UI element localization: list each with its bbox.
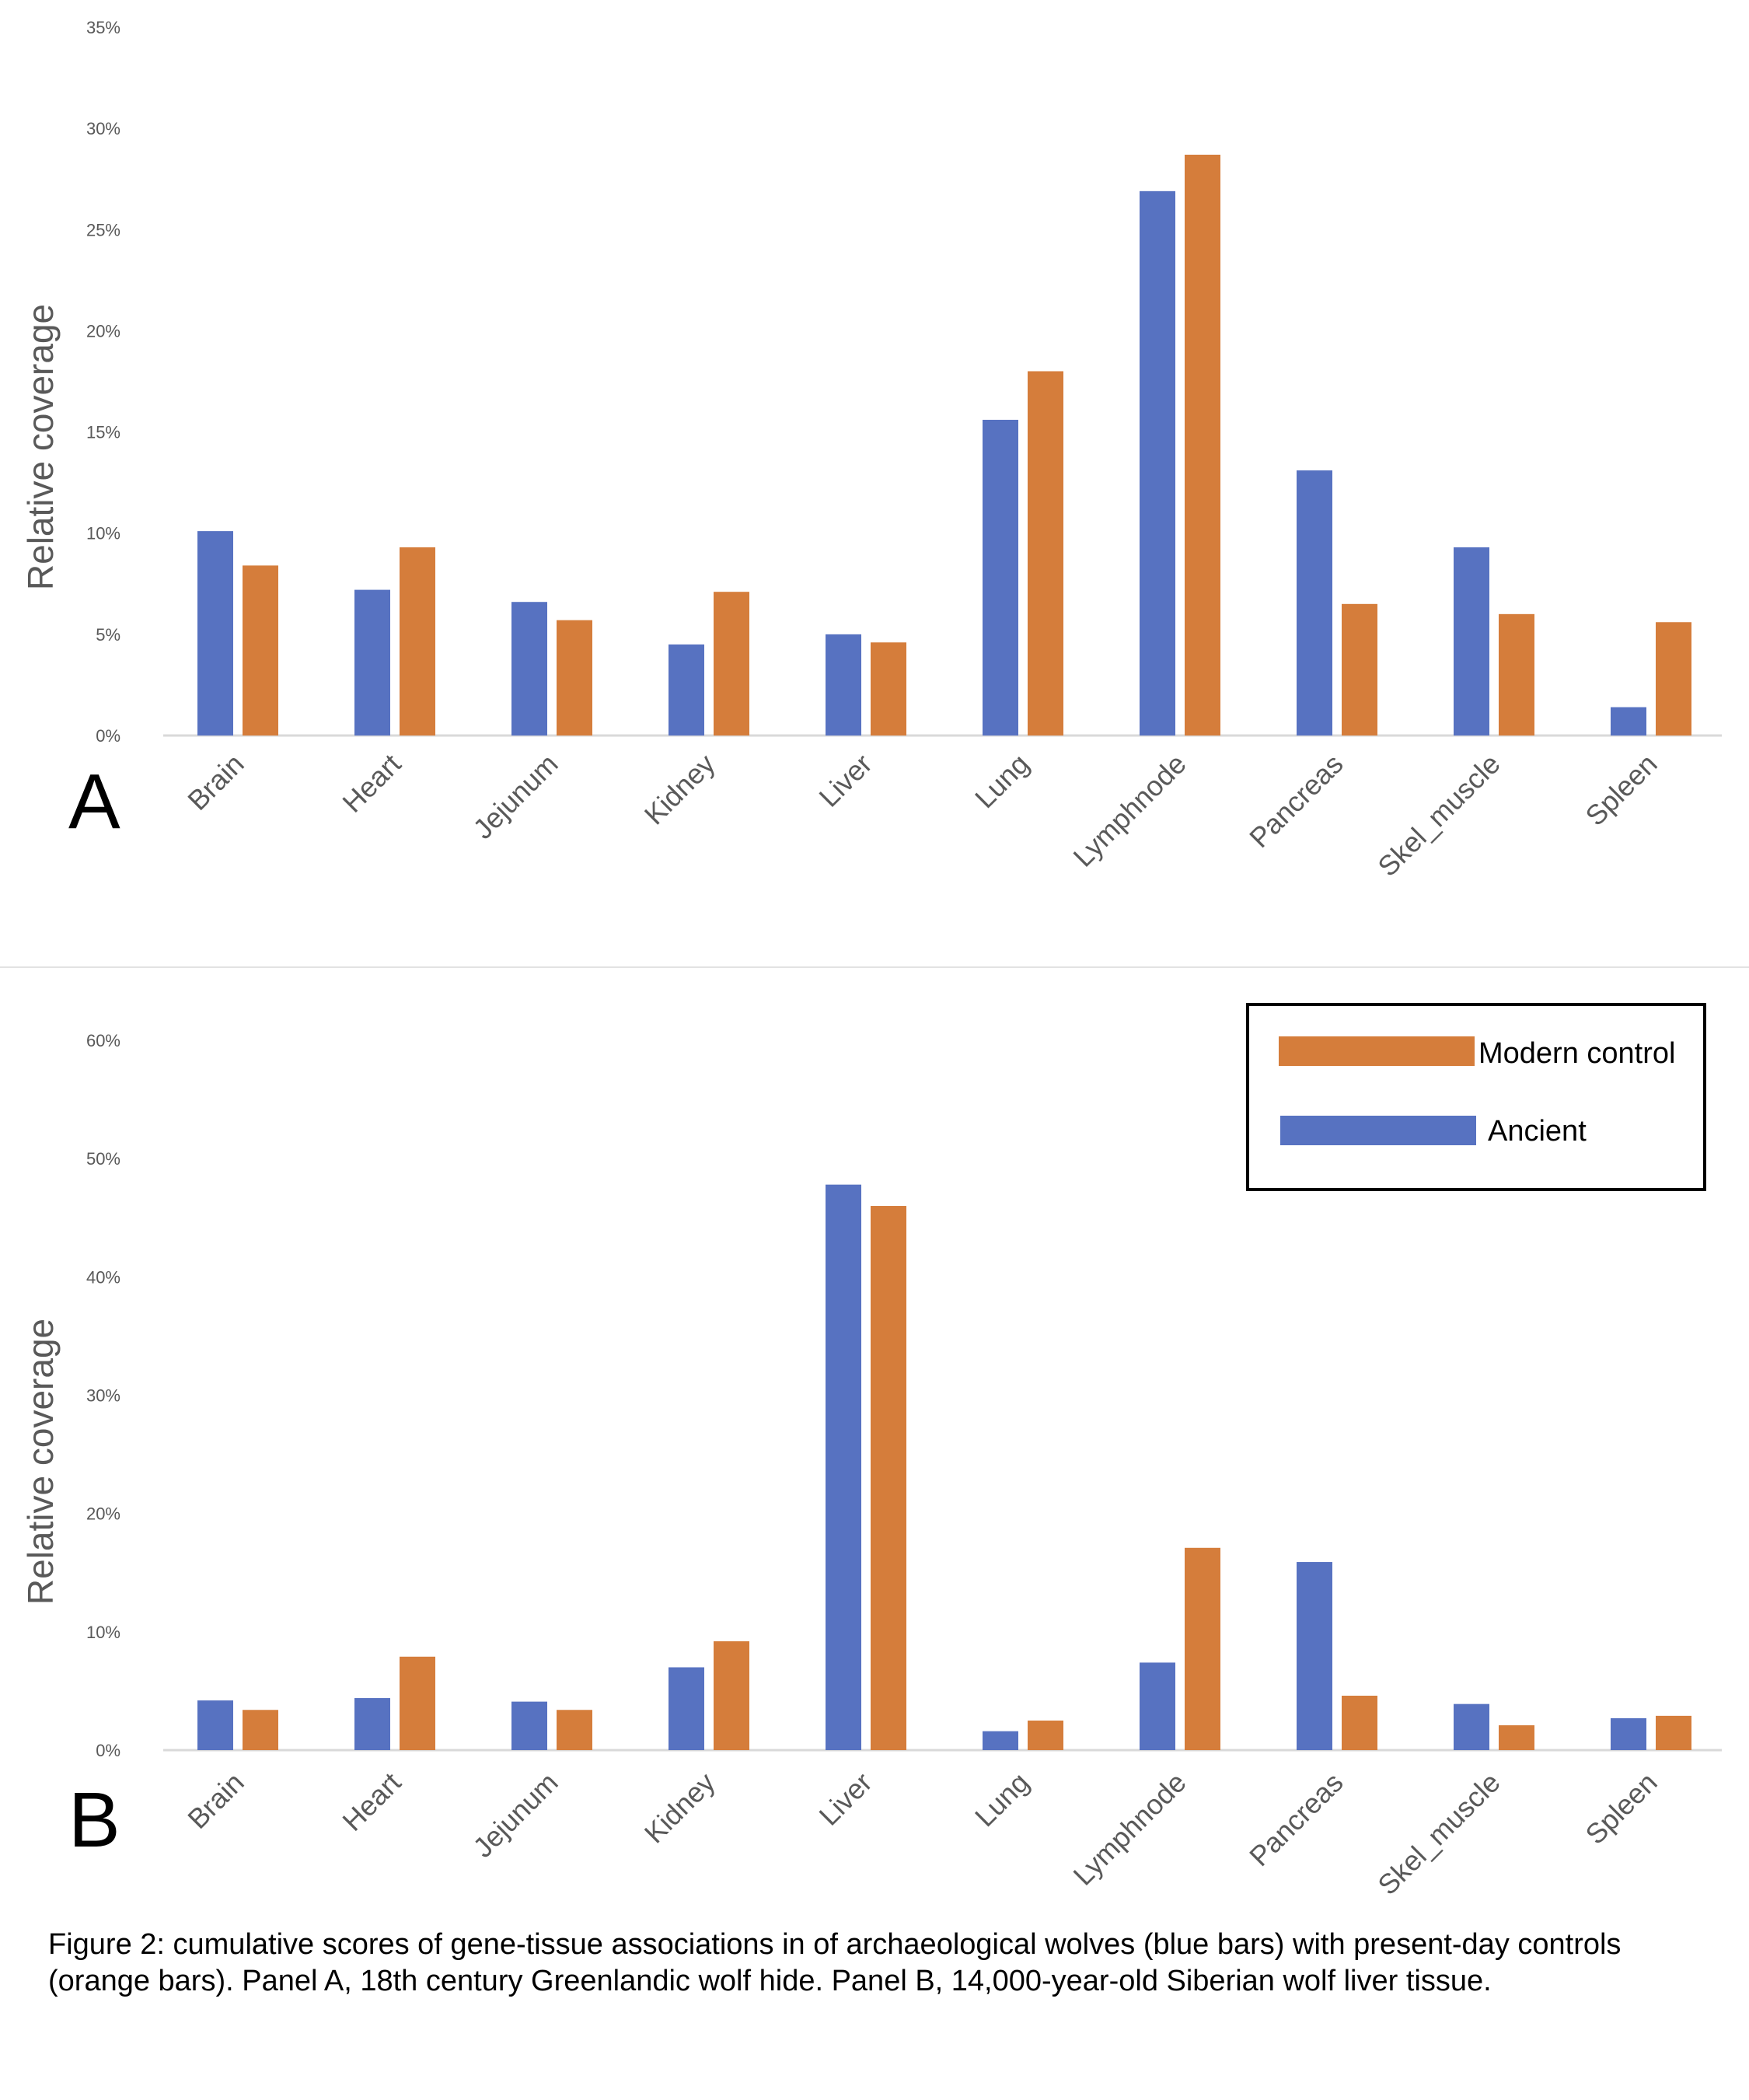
y-tick-label: 20%	[86, 1504, 120, 1524]
bar-ancient-heart	[354, 1698, 390, 1750]
panel-b: Relative coverage 0% 10% 20% 30% 40% 50% 60% Bra…	[0, 972, 1749, 1905]
bar-ancient-pancreas	[1297, 470, 1332, 736]
bar-ancient-brain	[197, 531, 233, 736]
y-tick-label: 20%	[86, 321, 120, 341]
legend-label-ancient: Ancient	[1488, 1115, 1587, 1148]
legend-swatch-ancient	[1280, 1116, 1476, 1145]
x-category-label: Lung	[969, 1766, 1035, 1833]
panel-a: Relative coverage 0% 5% 10% 15% 20% 25% 30% 35% B…	[0, 0, 1749, 956]
bar-ancient-pancreas	[1297, 1562, 1332, 1750]
bar-ancient-jejunum	[511, 602, 547, 736]
bar-ancient-kidney	[669, 1667, 704, 1750]
bar-modern-jejunum	[557, 1710, 592, 1750]
x-category-label: Heart	[336, 748, 407, 819]
bar-modern-lung	[1028, 371, 1063, 736]
bar-ancient-kidney	[669, 644, 704, 736]
panel-b-chart: Relative coverage 0% 10% 20% 30% 40% 50% 60% Bra…	[20, 1003, 1722, 1901]
bar-modern-jejunum	[557, 620, 592, 736]
y-tick-label: 0%	[96, 1741, 120, 1760]
x-category-label: Spleen	[1579, 748, 1663, 832]
bar-modern-lymphnode	[1185, 1547, 1220, 1750]
bar-modern-heart	[400, 547, 435, 736]
bar-modern-spleen	[1656, 1715, 1691, 1750]
y-tick-label: 10%	[86, 524, 120, 543]
x-category-label: Heart	[336, 1766, 407, 1837]
bar-ancient-skel_muscle	[1454, 547, 1489, 736]
panel-a-chart: Relative coverage 0% 5% 10% 15% 20% 25% 30% 35% B…	[20, 18, 1722, 882]
x-category-label: Liver	[812, 1766, 878, 1832]
bar-modern-lung	[1028, 1720, 1063, 1750]
bar-modern-kidney	[714, 1641, 749, 1750]
bar-modern-skel_muscle	[1499, 1725, 1534, 1750]
y-tick-label: 40%	[86, 1267, 120, 1287]
bar-ancient-jejunum	[511, 1701, 547, 1750]
bar-ancient-lymphnode	[1140, 1662, 1175, 1750]
legend-box	[1246, 1003, 1706, 1191]
x-category-label: Skel_muscle	[1371, 1766, 1506, 1901]
bar-ancient-heart	[354, 589, 390, 736]
bar-modern-skel_muscle	[1499, 613, 1534, 736]
bar-modern-pancreas	[1342, 603, 1377, 736]
x-category-label: Pancreas	[1243, 748, 1349, 854]
x-category-label: Kidney	[638, 1766, 721, 1850]
y-axis-title: Relative coverage	[20, 304, 61, 590]
y-tick-label: 35%	[86, 18, 120, 37]
bar-ancient-liver	[826, 1184, 861, 1750]
legend-label-modern: Modern control	[1478, 1037, 1675, 1070]
x-category-label: Lymphnode	[1067, 1766, 1192, 1892]
x-category-label: Jejunum	[466, 1766, 564, 1864]
x-category-label: Skel_muscle	[1371, 748, 1506, 882]
bar-ancient-liver	[826, 634, 861, 736]
bar-ancient-spleen	[1611, 1717, 1646, 1750]
bar-modern-liver	[871, 1206, 906, 1750]
bar-modern-heart	[400, 1656, 435, 1750]
y-tick-label: 0%	[96, 726, 120, 746]
y-tick-label: 50%	[86, 1149, 120, 1169]
x-category-label: Jejunum	[466, 748, 564, 845]
y-tick-label: 25%	[86, 220, 120, 239]
y-tick-label: 30%	[86, 119, 120, 138]
y-tick-label: 60%	[86, 1031, 120, 1050]
bar-modern-spleen	[1656, 622, 1691, 736]
bar-modern-liver	[871, 642, 906, 736]
panel-letter: A	[68, 758, 120, 845]
y-tick-label: 10%	[86, 1623, 120, 1642]
panel-divider	[0, 966, 1749, 968]
y-axis-title: Relative coverage	[20, 1319, 61, 1605]
y-tick-label: 15%	[86, 423, 120, 442]
panel-letter: B	[68, 1777, 120, 1864]
bar-ancient-skel_muscle	[1454, 1703, 1489, 1750]
x-category-label: Brain	[181, 748, 250, 816]
x-category-label: Lymphnode	[1067, 748, 1192, 873]
bar-modern-brain	[243, 1710, 278, 1750]
x-category-label: Liver	[812, 748, 878, 813]
bar-modern-pancreas	[1342, 1696, 1377, 1750]
x-category-label: Lung	[969, 748, 1035, 815]
bar-ancient-lymphnode	[1140, 190, 1175, 736]
y-tick-label: 30%	[86, 1386, 120, 1406]
figure-caption: Figure 2: cumulative scores of gene-tiss…	[48, 1928, 1622, 1997]
bar-ancient-spleen	[1611, 707, 1646, 736]
bar-ancient-brain	[197, 1700, 233, 1750]
x-category-label: Spleen	[1579, 1766, 1663, 1850]
bar-ancient-lung	[983, 419, 1018, 736]
bar-modern-kidney	[714, 592, 749, 736]
x-category-label: Brain	[181, 1766, 250, 1835]
x-category-label: Pancreas	[1243, 1766, 1349, 1873]
bar-ancient-lung	[983, 1731, 1018, 1750]
x-category-label: Kidney	[638, 748, 721, 831]
legend-swatch-modern	[1279, 1036, 1475, 1066]
bar-modern-lymphnode	[1185, 154, 1220, 736]
y-tick-label: 5%	[96, 625, 120, 645]
bar-modern-brain	[243, 565, 278, 736]
